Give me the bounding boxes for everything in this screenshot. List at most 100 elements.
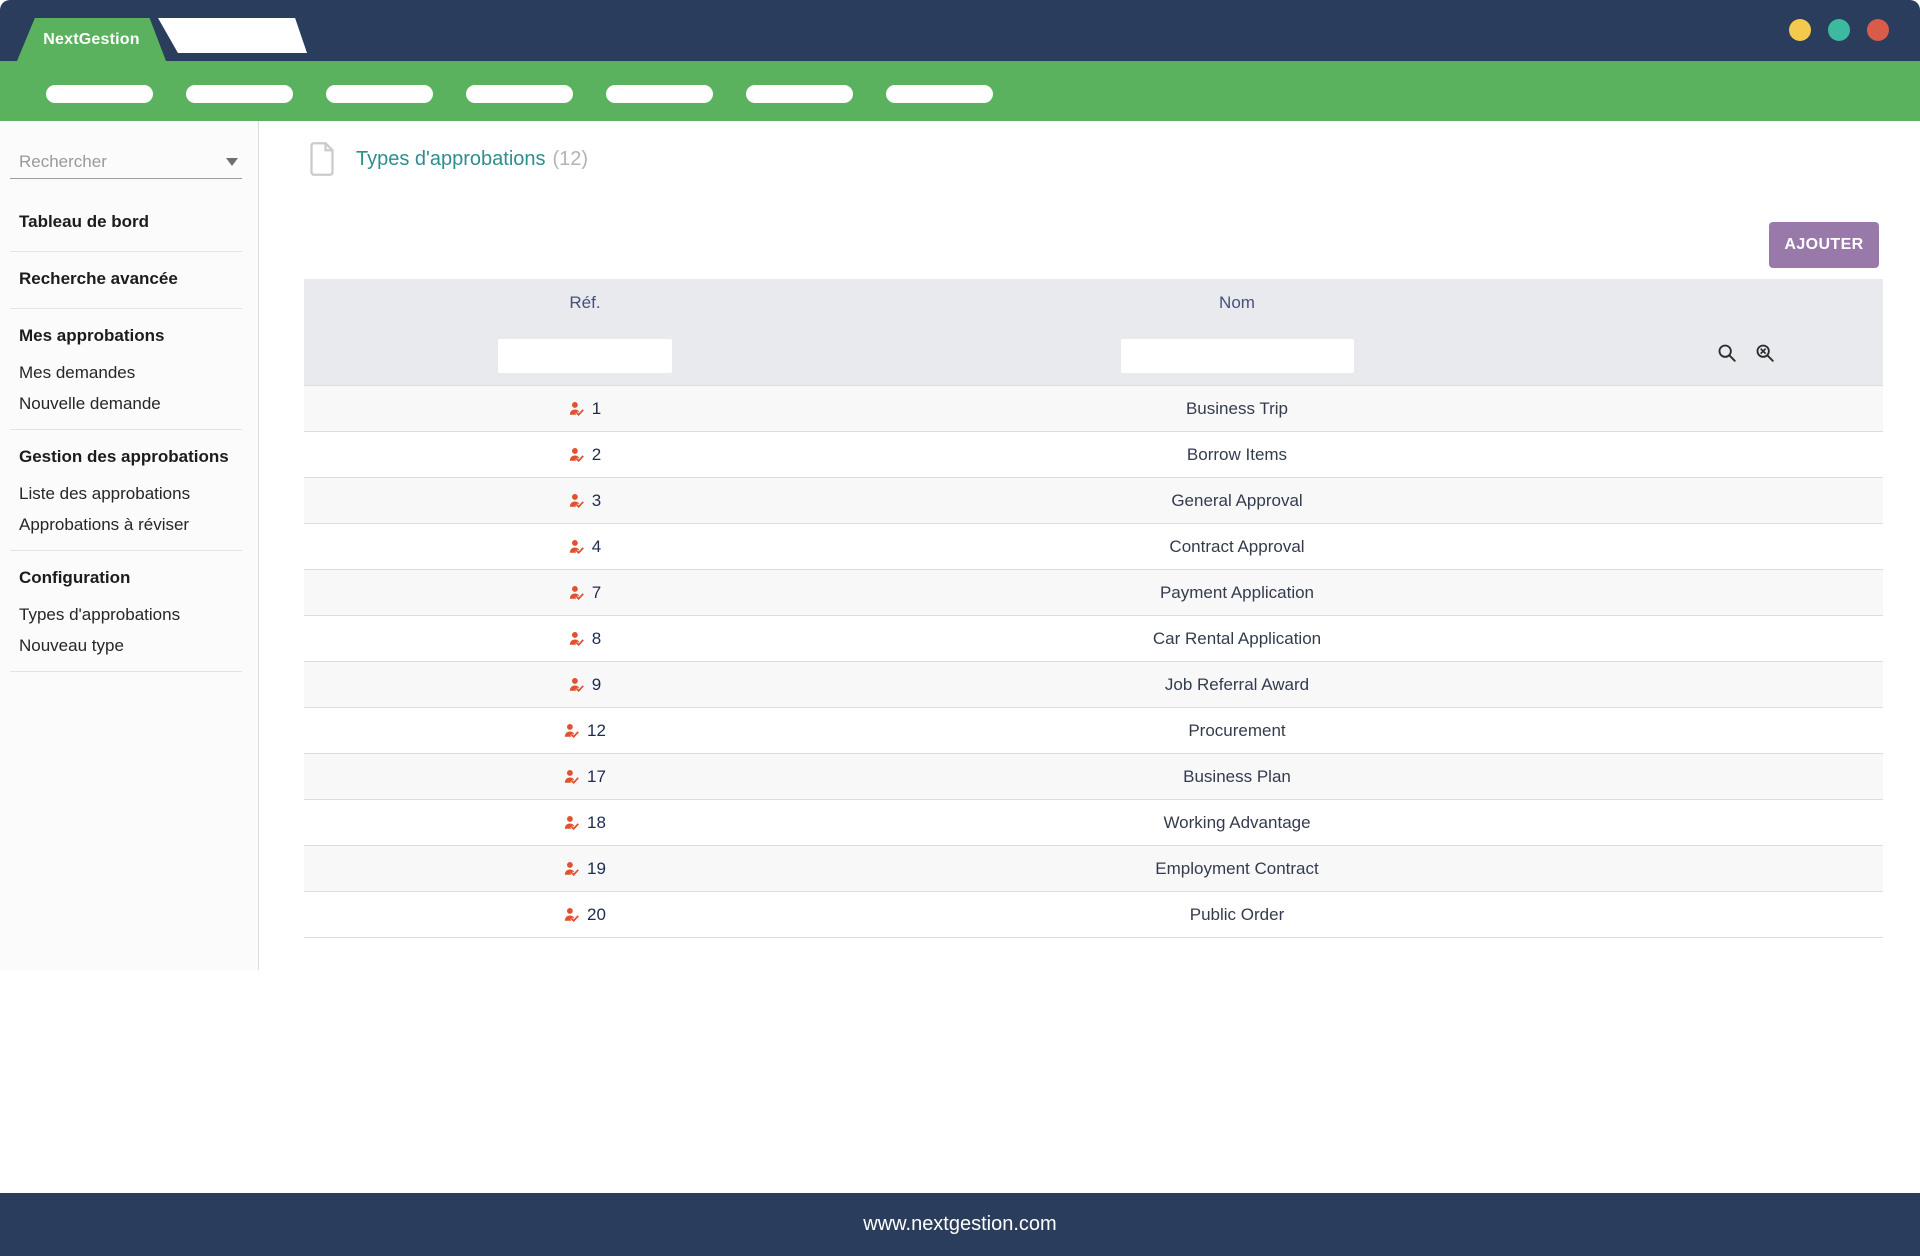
row-nom: Borrow Items bbox=[1186, 444, 1288, 464]
clear-search-icon[interactable] bbox=[1754, 342, 1776, 364]
table-row[interactable]: 2 Borrow Items bbox=[304, 431, 1883, 477]
sidebar-item[interactable]: Types d'approbations bbox=[19, 605, 181, 624]
table-row[interactable]: 18 Working Advantage bbox=[304, 799, 1883, 845]
sidebar-item[interactable]: Liste des approbations bbox=[19, 484, 191, 503]
row-ref: 20 bbox=[587, 904, 606, 924]
row-nom: Business Plan bbox=[1183, 766, 1291, 786]
sidebar: Rechercher Tableau de bord Recherche avan… bbox=[0, 121, 259, 970]
sidebar-group: Configuration Types d'approbations Nouveau… bbox=[10, 551, 242, 672]
page-count: (12) bbox=[552, 147, 589, 170]
window-dot-teal-icon[interactable] bbox=[1828, 19, 1850, 41]
row-ref: 12 bbox=[587, 720, 606, 740]
sidebar-item[interactable]: Nouvelle demande bbox=[19, 394, 161, 413]
app-header: NextGestion bbox=[0, 0, 1920, 61]
nav-pill[interactable] bbox=[886, 85, 993, 103]
nav-pill[interactable] bbox=[46, 85, 153, 103]
row-nom: Procurement bbox=[1188, 720, 1286, 740]
nav-pill[interactable] bbox=[606, 85, 713, 103]
sidebar-group: Mes approbations Mes demandes Nouvelle dem… bbox=[10, 309, 242, 430]
add-button[interactable]: AJOUTER bbox=[1769, 222, 1879, 268]
nav-pill[interactable] bbox=[466, 85, 573, 103]
window-dot-red-icon[interactable] bbox=[1867, 19, 1889, 41]
footer: www.nextgestion.com bbox=[0, 1193, 1920, 1256]
table-row[interactable]: 8 Car Rental Application bbox=[304, 615, 1883, 661]
footer-url: www.nextgestion.com bbox=[863, 1213, 1057, 1235]
window-controls bbox=[1789, 19, 1889, 41]
page-head: Types d'approbations (12) bbox=[308, 141, 588, 177]
sidebar-group-title[interactable]: Gestion des approbations bbox=[19, 447, 229, 466]
table-row[interactable]: 3 General Approval bbox=[304, 477, 1883, 523]
main-content: Types d'approbations (12) AJOUTER Réf. N… bbox=[260, 121, 1920, 970]
table-row[interactable]: 9 Job Referral Award bbox=[304, 661, 1883, 707]
sidebar-group: Gestion des approbations Liste des approb… bbox=[10, 430, 242, 551]
ref-filter-input[interactable] bbox=[498, 339, 672, 373]
user-check-icon bbox=[569, 631, 584, 646]
sidebar-search-select[interactable]: Rechercher bbox=[10, 151, 242, 179]
brand-logo-text: NextGestion bbox=[43, 30, 140, 48]
table-row[interactable]: 17 Business Plan bbox=[304, 753, 1883, 799]
row-ref: 17 bbox=[587, 766, 606, 786]
sidebar-group-title[interactable]: Mes approbations bbox=[19, 326, 165, 345]
row-nom: Car Rental Application bbox=[1152, 628, 1322, 648]
user-check-icon bbox=[569, 447, 584, 462]
row-ref: 7 bbox=[591, 582, 602, 602]
user-check-icon bbox=[564, 769, 580, 784]
main-navbar bbox=[0, 61, 1920, 121]
column-header-ref: Réf. bbox=[569, 293, 601, 312]
row-nom: General Approval bbox=[1171, 490, 1303, 510]
user-check-icon bbox=[569, 401, 584, 416]
sidebar-group: Recherche avancée bbox=[10, 252, 242, 309]
row-ref: 1 bbox=[591, 398, 602, 418]
row-ref: 2 bbox=[591, 444, 602, 464]
search-icon[interactable] bbox=[1716, 342, 1738, 364]
user-check-icon bbox=[569, 677, 584, 692]
row-ref: 8 bbox=[591, 628, 602, 648]
table-row[interactable]: 7 Payment Application bbox=[304, 569, 1883, 615]
table-row[interactable]: 1 Business Trip bbox=[304, 385, 1883, 431]
sidebar-group-title[interactable]: Tableau de bord bbox=[19, 212, 150, 231]
user-check-icon bbox=[564, 723, 580, 738]
user-check-icon bbox=[569, 539, 584, 554]
user-check-icon bbox=[564, 815, 580, 830]
approval-types-table: Réf. Nom bbox=[304, 279, 1883, 938]
chevron-down-icon bbox=[226, 158, 238, 172]
row-nom: Contract Approval bbox=[1169, 536, 1305, 556]
user-check-icon bbox=[569, 585, 584, 600]
nom-filter-input[interactable] bbox=[1120, 339, 1354, 373]
sidebar-item[interactable]: Nouveau type bbox=[19, 636, 124, 655]
user-check-icon bbox=[564, 861, 580, 876]
table-row[interactable]: 4 Contract Approval bbox=[304, 523, 1883, 569]
row-nom: Business Trip bbox=[1185, 398, 1289, 418]
document-icon bbox=[310, 142, 334, 176]
user-check-icon bbox=[564, 907, 580, 922]
row-nom: Working Advantage bbox=[1163, 812, 1311, 832]
table-row[interactable]: 20 Public Order bbox=[304, 891, 1883, 937]
page-title: Types d'approbations bbox=[356, 147, 546, 170]
user-check-icon bbox=[569, 493, 584, 508]
row-nom: Payment Application bbox=[1159, 582, 1315, 602]
column-header-nom: Nom bbox=[1219, 293, 1255, 312]
table-actions bbox=[1716, 342, 1776, 364]
table-row[interactable]: 12 Procurement bbox=[304, 707, 1883, 753]
row-ref: 3 bbox=[591, 490, 602, 510]
table-row[interactable]: 19 Employment Contract bbox=[304, 845, 1883, 891]
row-ref: 9 bbox=[591, 674, 602, 694]
window-dot-yellow-icon[interactable] bbox=[1789, 19, 1811, 41]
row-nom: Public Order bbox=[1189, 904, 1285, 924]
sidebar-item[interactable]: Approbations à réviser bbox=[19, 515, 190, 534]
header-secondary-tab[interactable] bbox=[158, 18, 307, 53]
table-header: Réf. Nom bbox=[304, 279, 1883, 385]
sidebar-group-title[interactable]: Recherche avancée bbox=[19, 269, 178, 288]
row-ref: 4 bbox=[591, 536, 602, 556]
nav-pill[interactable] bbox=[746, 85, 853, 103]
sidebar-group-title[interactable]: Configuration bbox=[19, 568, 131, 587]
sidebar-item[interactable]: Mes demandes bbox=[19, 363, 136, 382]
row-nom: Job Referral Award bbox=[1164, 674, 1310, 694]
row-ref: 18 bbox=[587, 812, 606, 832]
nav-pill[interactable] bbox=[326, 85, 433, 103]
sidebar-search-placeholder: Rechercher bbox=[19, 151, 107, 171]
brand-tab[interactable]: NextGestion bbox=[17, 18, 166, 61]
sidebar-group: Tableau de bord bbox=[10, 195, 242, 252]
row-ref: 19 bbox=[587, 858, 606, 878]
nav-pill[interactable] bbox=[186, 85, 293, 103]
